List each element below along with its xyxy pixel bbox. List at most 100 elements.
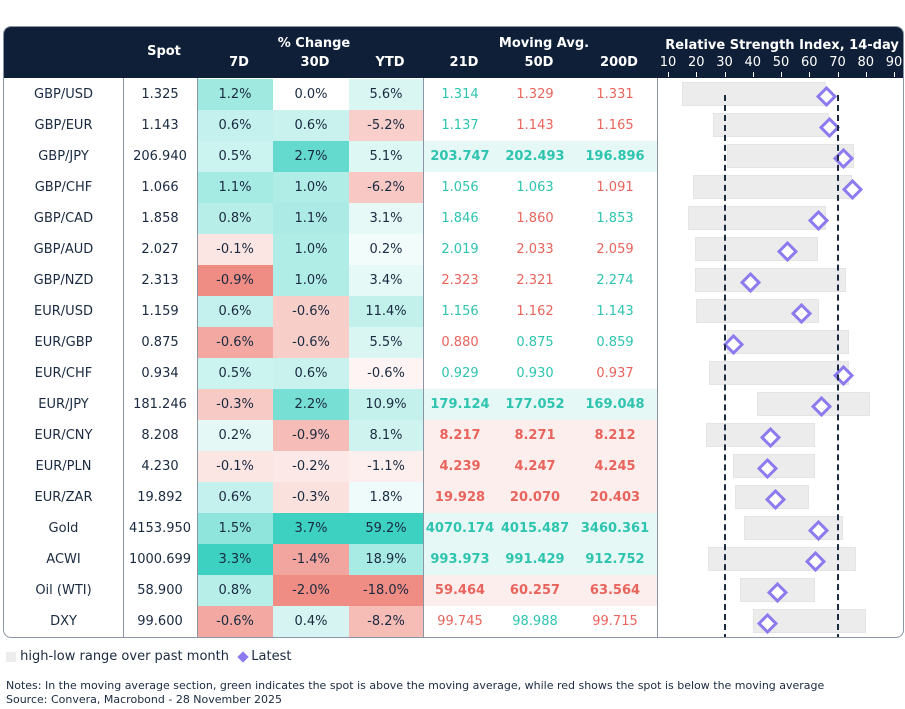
spot-value: 181.246	[133, 397, 187, 412]
instrument-name: EUR/USD	[34, 304, 93, 319]
table-row: EUR/CHF 0.934 0.5% 0.6% -0.6% 0.929 0.930 0.937	[4, 358, 903, 389]
moving-avg-200d: 169.048	[573, 389, 657, 420]
pct-change-d30: -0.3%	[273, 482, 349, 513]
header-50d: 50D	[524, 55, 554, 70]
rsi-tick-label: 10	[659, 55, 677, 70]
table-row: EUR/USD 1.159 0.6% -0.6% 11.4% 1.156 1.162 1.14…	[4, 296, 903, 327]
pct-change-ytd: 0.2%	[349, 234, 423, 265]
rsi-tick-label: 70	[829, 55, 846, 70]
moving-avg-50d: 1.143	[516, 118, 554, 133]
moving-avg-200d: 20.403	[573, 482, 657, 513]
moving-avg-50d: 1.329	[516, 87, 554, 102]
spot-value: 206.940	[133, 149, 187, 164]
spot-value: 2.027	[141, 242, 179, 257]
pct-change-d7: 1.2%	[197, 79, 273, 110]
table-row: EUR/PLN 4.230 -0.1% -0.2% -1.1% 4.239 4.247 4.2…	[4, 451, 903, 482]
moving-avg-50d: 0.875	[516, 335, 554, 350]
rsi-tick-mark	[837, 72, 839, 77]
spot-value: 1.858	[141, 211, 179, 226]
fx-dashboard-table: Spot % Change 7D 30D YTD Moving Avg. 21D…	[3, 26, 904, 638]
pct-change-ytd: 1.8%	[349, 482, 423, 513]
moving-avg-21d: 1.056	[441, 180, 479, 195]
rsi-range-bar	[707, 547, 856, 571]
divider	[123, 78, 124, 637]
moving-avg-50d: 60.257	[497, 575, 573, 606]
moving-avg-200d: 99.715	[592, 614, 638, 629]
pct-change-d7: 0.5%	[197, 141, 273, 172]
pct-change-d30: 0.6%	[273, 110, 349, 141]
rsi-tick-label: 90	[885, 55, 903, 70]
instrument-name: Oil (WTI)	[35, 583, 92, 598]
pct-change-d30: 1.0%	[273, 234, 349, 265]
moving-avg-21d: 59.464	[423, 575, 497, 606]
pct-change-d7: -0.9%	[197, 265, 273, 296]
rsi-tick-label: 30	[716, 55, 733, 70]
instrument-name: EUR/PLN	[35, 459, 92, 474]
spot-value: 2.313	[141, 273, 179, 288]
pct-change-ytd: -5.2%	[349, 110, 423, 141]
rsi-tick-label: 60	[800, 55, 818, 70]
moving-avg-21d: 2.323	[441, 273, 479, 288]
moving-avg-50d: 98.988	[512, 614, 558, 629]
spot-value: 1.159	[141, 304, 179, 319]
moving-avg-50d: 0.930	[516, 366, 554, 381]
spot-value: 4153.950	[128, 521, 192, 536]
instrument-name: EUR/CHF	[34, 366, 93, 381]
table-row: GBP/USD 1.325 1.2% 0.0% 5.6% 1.314 1.329 1.331	[4, 79, 903, 110]
pct-change-d30: 1.0%	[273, 172, 349, 203]
rsi-range-bar	[727, 144, 855, 168]
rsi-range-bar	[687, 206, 827, 230]
table-row: ACWI 1000.699 3.3% -1.4% 18.9% 993.973 991.429…	[4, 544, 903, 575]
pct-change-d7: 1.5%	[197, 513, 273, 544]
pct-change-ytd: -6.2%	[349, 172, 423, 203]
header-7d: 7D	[229, 55, 249, 70]
header-30d: 30D	[300, 55, 330, 70]
moving-avg-200d: 2.274	[596, 273, 634, 288]
pct-change-d7: -0.3%	[197, 389, 273, 420]
rsi-tick-mark	[696, 72, 698, 77]
rsi-tick-mark	[809, 72, 811, 77]
moving-avg-21d: 0.929	[441, 366, 479, 381]
pct-change-d7: -0.1%	[197, 451, 273, 482]
spot-value: 8.208	[141, 428, 179, 443]
rsi-tick-label: 50	[772, 55, 790, 70]
rsi-tick-mark	[781, 72, 782, 77]
moving-avg-200d: 1.853	[596, 211, 634, 226]
moving-avg-21d: 203.747	[423, 141, 497, 172]
divider	[197, 78, 198, 637]
spot-value: 0.875	[141, 335, 179, 350]
table-row: GBP/EUR 1.143 0.6% 0.6% -5.2% 1.137 1.143 1.165	[4, 110, 903, 141]
pct-change-ytd: 59.2%	[349, 513, 423, 544]
rsi-tick-mark	[752, 72, 754, 77]
notes: Notes: In the moving average section, gr…	[6, 679, 824, 707]
moving-avg-21d: 2.019	[441, 242, 479, 257]
pct-change-d30: 0.6%	[273, 358, 349, 389]
instrument-name: GBP/CAD	[33, 211, 94, 226]
moving-avg-200d: 0.937	[596, 366, 634, 381]
moving-avg-21d: 1.156	[441, 304, 479, 319]
moving-avg-50d: 202.493	[497, 141, 573, 172]
instrument-name: GBP/CHF	[34, 180, 93, 195]
spot-value: 99.600	[137, 614, 183, 629]
moving-avg-21d: 179.124	[423, 389, 497, 420]
rsi-range-bar	[694, 268, 846, 292]
pct-change-d7: 1.1%	[197, 172, 273, 203]
instrument-name: GBP/JPY	[38, 149, 89, 164]
pct-change-d7: 0.6%	[197, 482, 273, 513]
pct-change-ytd: 11.4%	[349, 296, 423, 327]
pct-change-d30: 1.1%	[273, 203, 349, 234]
rsi-range-bar	[694, 237, 818, 261]
moving-avg-21d: 0.880	[441, 335, 479, 350]
rsi-threshold-line	[723, 95, 726, 637]
pct-change-d7: 0.6%	[197, 110, 273, 141]
rsi-range-bar	[713, 113, 829, 137]
rsi-tick-mark	[668, 72, 669, 77]
pct-change-d30: 0.0%	[273, 79, 349, 110]
rsi-range-bar	[744, 516, 844, 540]
pct-change-d30: 0.4%	[273, 606, 349, 637]
pct-change-d7: 0.2%	[197, 420, 273, 451]
instrument-name: GBP/NZD	[33, 273, 94, 288]
pct-change-d7: 0.8%	[197, 575, 273, 606]
header-rsi: Relative Strength Index, 14-day	[665, 38, 899, 53]
divider	[657, 78, 658, 637]
